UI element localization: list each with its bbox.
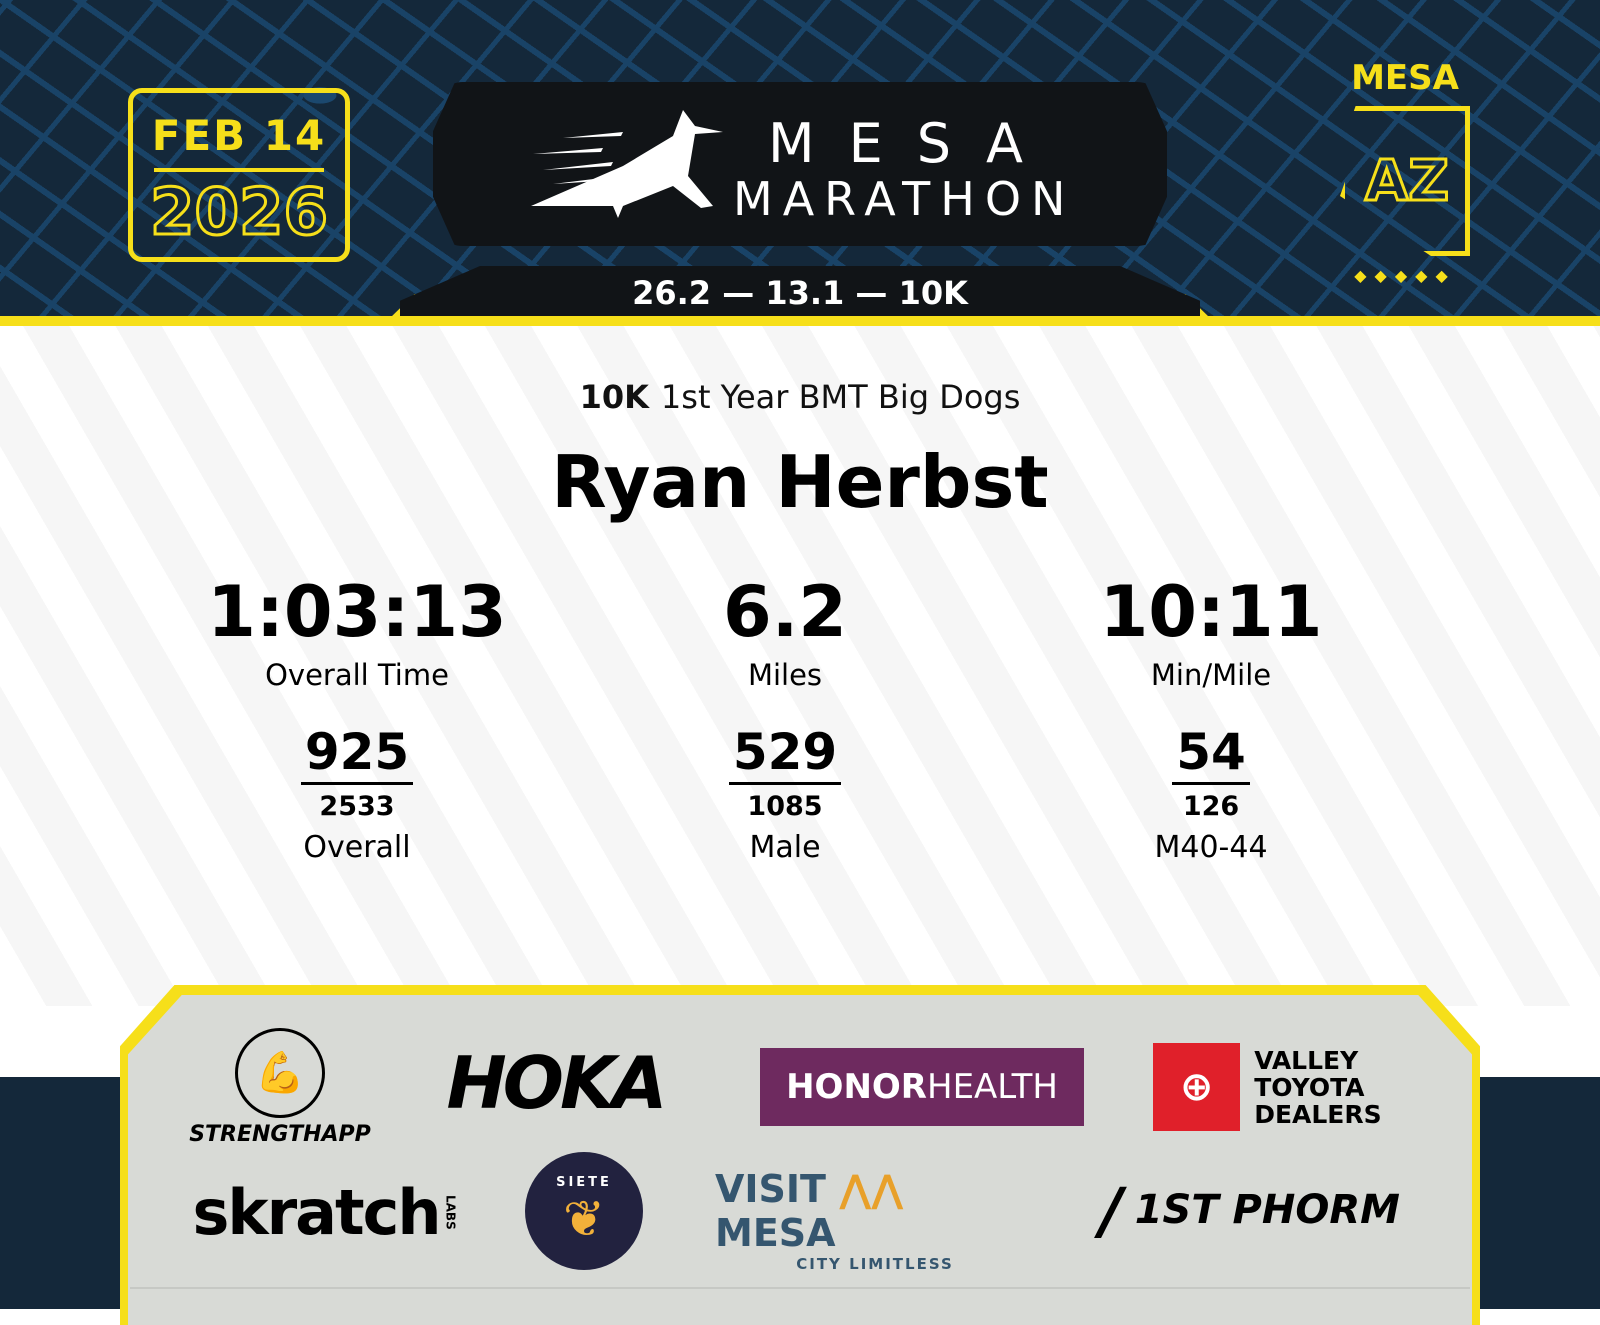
sponsor-name: 1ST PHORM: [1134, 1187, 1400, 1233]
yellow-stripe: [0, 316, 1600, 326]
rank-value: 529: [728, 722, 842, 785]
toyota-logo-icon: ⊕: [1153, 1043, 1241, 1131]
rank-value: 54: [1172, 722, 1250, 785]
sponsor-name: STRENGTHAPP: [189, 1121, 371, 1147]
sponsor-name: SIETE: [556, 1174, 612, 1190]
rank-total: 2533: [319, 791, 395, 822]
rank-total: 1085: [747, 791, 823, 822]
stat-label: Miles: [747, 658, 823, 692]
stat-label: Overall Time: [265, 658, 449, 692]
race-year: 2026: [148, 175, 329, 252]
sponsor-honorhealth: HONOR HEALTH: [760, 1048, 1084, 1126]
rank-value: 925: [300, 722, 414, 785]
runner-name: Ryan Herbst: [551, 440, 1049, 524]
sponsor-skratch: skratch LABS: [192, 1172, 458, 1252]
sponsor-1st-phorm: /1ST PHORM: [1090, 1170, 1410, 1250]
sponsor-panel: [120, 985, 1480, 1325]
logo-marathon: MARATHON: [733, 172, 1076, 226]
stat-column-time: 1:03:13 Overall Time 925 2533 Overall: [157, 570, 557, 865]
sponsor-visit-mesa: VISIT ⋀⋀ MESA CITY LIMITLESS: [715, 1167, 1035, 1273]
divider: [154, 168, 324, 172]
sponsor-name-sub: LABS: [443, 1194, 458, 1230]
rank-total: 126: [1182, 791, 1240, 822]
race-date-badge: FEB 14 2026: [128, 88, 350, 262]
bicep-icon: 💪: [235, 1027, 325, 1118]
visit-mesa-mark-icon: ⋀⋀: [839, 1167, 904, 1211]
rank-label: M40-44: [1154, 830, 1268, 865]
phorm-logo-icon: /: [1100, 1173, 1123, 1247]
rank-label: Overall: [303, 830, 411, 865]
eagle-icon: ❦: [563, 1189, 605, 1248]
result-area: [0, 326, 1600, 1006]
sponsor-siete: SIETE ❦: [525, 1152, 643, 1270]
sponsor-hoka: HOKA: [446, 1040, 668, 1125]
roadrunner-icon: [531, 110, 723, 218]
sponsor-name: skratch: [192, 1175, 441, 1249]
mesa-marathon-logo: MESA MARATHON: [433, 82, 1167, 246]
sponsor-name: VALLEY TOYOTA DEALERS: [1254, 1045, 1382, 1129]
logo-mesa: MESA: [768, 112, 1057, 175]
stat-column-pace: 10:11 Min/Mile 54 126 M40-44: [1011, 570, 1411, 865]
sponsor-name-part: MESA: [715, 1211, 836, 1255]
sponsor-valley-toyota: ⊕ VALLEY TOYOTA DEALERS: [1153, 1043, 1383, 1131]
stat-column-distance: 6.2 Miles 529 1085 Male: [585, 570, 985, 865]
race-distance: 10K: [579, 378, 649, 416]
sponsor-name-part: VISIT: [715, 1167, 826, 1211]
diamond-dots-icon: ◆◆◆◆◆: [1354, 266, 1456, 285]
city-label: MESA: [1351, 58, 1459, 98]
team-name: 1st Year BMT Big Dogs: [660, 378, 1021, 416]
state-abbr: AZ: [1364, 148, 1451, 216]
stat-value: 10:11: [1099, 571, 1323, 653]
arizona-shape-icon: AZ: [1340, 106, 1470, 256]
sponsor-tagline: CITY LIMITLESS: [796, 1255, 954, 1273]
category-line: 10K 1st Year BMT Big Dogs: [0, 378, 1600, 416]
sponsor-strengthapp: 💪 STRENGTHAPP: [180, 1022, 380, 1152]
divider: [130, 1287, 1470, 1289]
sponsor-name-part: HONOR: [786, 1067, 927, 1107]
stat-value: 1:03:13: [207, 571, 507, 653]
sponsor-name-part: HEALTH: [927, 1067, 1058, 1107]
rank-label: Male: [749, 830, 821, 865]
stat-value: 6.2: [722, 571, 847, 653]
race-date: FEB 14: [151, 111, 327, 160]
distances-tab: 26.2 — 13.1 — 10K: [400, 266, 1200, 318]
distances-text: 26.2 — 13.1 — 10K: [632, 274, 968, 312]
race-header: FEB 14 2026 MESA MARATHON 26.2 — 13.1 — …: [0, 0, 1600, 318]
arizona-badge: MESA AZ ◆◆◆◆◆: [1335, 58, 1475, 285]
stat-label: Min/Mile: [1150, 658, 1272, 692]
